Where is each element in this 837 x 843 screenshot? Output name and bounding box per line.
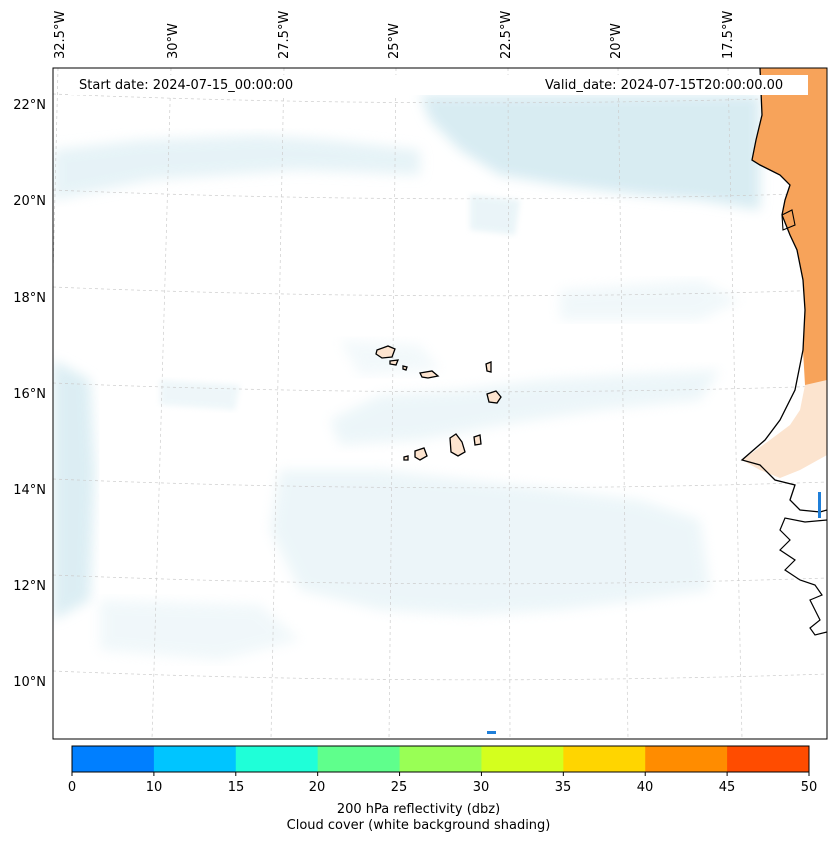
colorbar-subtitle: Cloud cover (white background shading): [286, 818, 551, 833]
colorbar-tick-label: 50: [800, 780, 818, 795]
cape-verde-islands: [375, 345, 502, 461]
lat-label: 14°N: [13, 483, 46, 498]
colorbar-segment: [399, 746, 482, 772]
colorbar-segment: [72, 746, 155, 772]
start-date: Start date: 2024-07-15_00:00:00: [79, 78, 294, 93]
date-banner: [70, 75, 808, 95]
lon-label: 22.5°W: [499, 10, 514, 59]
colorbar-tick-label: 30: [472, 780, 490, 795]
colorbar-segment: [645, 746, 728, 772]
colorbar-segment: [481, 746, 564, 772]
africa-light-land: [742, 380, 827, 478]
graticule: [53, 68, 827, 739]
lon-label: 32.5°W: [53, 10, 68, 59]
lat-label: 16°N: [13, 387, 46, 402]
colorbar-tick-label: 45: [718, 780, 736, 795]
colorbar-frame: [71, 745, 810, 773]
lon-label: 17.5°W: [721, 10, 736, 59]
reflectivity-speck: [487, 731, 496, 734]
lat-label: 20°N: [13, 194, 46, 209]
reflectivity-speck: [818, 492, 821, 518]
colorbar-title: 200 hPa reflectivity (dbz): [336, 802, 501, 817]
coastline-north: [781, 209, 796, 231]
coastline: [740, 68, 827, 513]
map-frame: [52, 67, 828, 740]
colorbar-tick-label: 35: [554, 780, 572, 795]
colorbar-segment: [317, 746, 401, 772]
lat-label: 12°N: [13, 579, 46, 594]
lat-label: 22°N: [13, 98, 46, 113]
colorbar-tick-label: 40: [636, 780, 654, 795]
lon-label: 25°W: [387, 23, 402, 59]
colorbar-tick-label: 25: [390, 780, 408, 795]
colorbar: [72, 746, 810, 772]
cloud-cover-shading: [53, 95, 760, 660]
colorbar-segment: [235, 746, 319, 772]
colorbar-tick-label: 15: [227, 780, 245, 795]
colorbar-segment: [153, 746, 237, 772]
coastline-south: [779, 517, 827, 636]
colorbar-segment: [727, 746, 810, 772]
africa-reflectivity: [752, 68, 827, 425]
valid-date: Valid_date: 2024-07-15T20:00:00.00: [545, 78, 784, 93]
colorbar-segment: [563, 746, 646, 772]
lat-label: 18°N: [13, 291, 46, 306]
lat-label: 10°N: [13, 675, 46, 690]
colorbar-tick-label: 0: [67, 780, 77, 795]
colorbar-tick-label: 10: [145, 780, 163, 795]
lon-label: 20°W: [609, 23, 624, 59]
lon-label: 27.5°W: [277, 10, 292, 59]
lon-label: 30°W: [166, 23, 181, 59]
colorbar-tick-label: 20: [308, 780, 326, 795]
